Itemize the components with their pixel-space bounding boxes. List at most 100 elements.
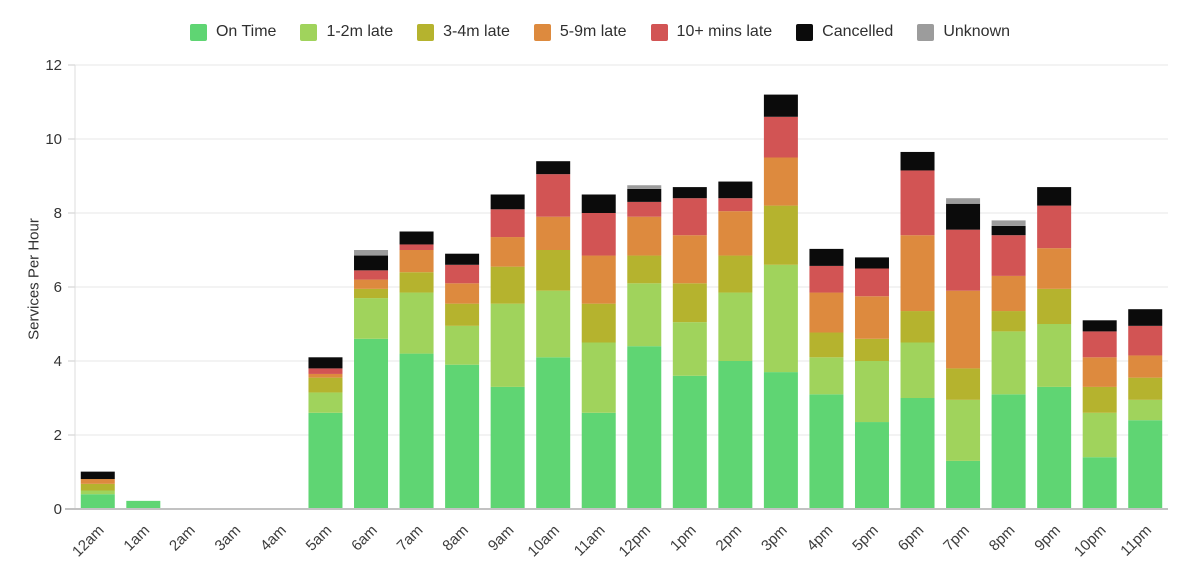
bar-segment-5-9m-late-6am[interactable] xyxy=(354,279,389,289)
bar-segment-10-mins-late-8am[interactable] xyxy=(445,264,480,284)
bar-segment-on-time-6pm[interactable] xyxy=(900,398,935,509)
bar-segment-3-4m-late-12pm[interactable] xyxy=(627,255,662,284)
bar-segment-3-4m-late-7pm[interactable] xyxy=(946,368,981,400)
bar-segment-5-9m-late-8pm[interactable] xyxy=(991,275,1026,312)
bar-segment-3-4m-late-10am[interactable] xyxy=(536,250,571,291)
bar-segment-1-2m-late-5am[interactable] xyxy=(308,392,343,413)
bar-segment-cancelled-6am[interactable] xyxy=(354,255,389,271)
bar-segment-cancelled-10am[interactable] xyxy=(536,161,571,175)
bar-segment-5-9m-late-7pm[interactable] xyxy=(946,290,981,369)
bar-segment-3-4m-late-4pm[interactable] xyxy=(809,332,844,358)
bar-segment-3-4m-late-6pm[interactable] xyxy=(900,311,935,343)
bar-segment-1-2m-late-6pm[interactable] xyxy=(900,342,935,399)
bar-segment-3-4m-late-2pm[interactable] xyxy=(718,255,753,293)
legend-item-3-4m-late[interactable]: 3-4m late xyxy=(417,23,510,41)
bar-segment-1-2m-late-9am[interactable] xyxy=(490,303,525,387)
bar-segment-on-time-5pm[interactable] xyxy=(854,422,889,509)
bar-segment-on-time-12pm[interactable] xyxy=(627,346,662,509)
bar-segment-1-2m-late-2pm[interactable] xyxy=(718,292,753,361)
legend-item-10-mins-late[interactable]: 10+ mins late xyxy=(650,23,772,41)
bar-segment-3-4m-late-9pm[interactable] xyxy=(1037,288,1072,324)
bar-segment-5-9m-late-9am[interactable] xyxy=(490,237,525,267)
bar-segment-3-4m-late-6am[interactable] xyxy=(354,288,389,299)
bar-segment-10-mins-late-2pm[interactable] xyxy=(718,198,753,212)
bar-segment-unknown-7pm[interactable] xyxy=(946,198,981,204)
bar-segment-5-9m-late-9pm[interactable] xyxy=(1037,248,1072,289)
bar-segment-on-time-3pm[interactable] xyxy=(763,372,798,509)
bar-segment-3-4m-late-8am[interactable] xyxy=(445,303,480,326)
bar-segment-cancelled-12pm[interactable] xyxy=(627,188,662,202)
bar-segment-10-mins-late-8pm[interactable] xyxy=(991,235,1026,276)
bar-segment-on-time-10pm[interactable] xyxy=(1082,457,1117,509)
bar-segment-1-2m-late-12am[interactable] xyxy=(80,490,115,495)
bar-segment-3-4m-late-10pm[interactable] xyxy=(1082,386,1117,413)
bar-segment-1-2m-late-8am[interactable] xyxy=(445,325,480,365)
bar-segment-10-mins-late-7pm[interactable] xyxy=(946,229,981,291)
bar-segment-cancelled-8pm[interactable] xyxy=(991,225,1026,236)
bar-segment-5-9m-late-2pm[interactable] xyxy=(718,211,753,256)
bar-segment-10-mins-late-3pm[interactable] xyxy=(763,116,798,158)
bar-segment-5-9m-late-5pm[interactable] xyxy=(854,296,889,339)
bar-segment-5-9m-late-11am[interactable] xyxy=(581,255,616,304)
bar-segment-5-9m-late-3pm[interactable] xyxy=(763,157,798,206)
bar-segment-5-9m-late-10pm[interactable] xyxy=(1082,357,1117,387)
bar-segment-10-mins-late-5am[interactable] xyxy=(308,368,343,374)
legend-item-cancelled[interactable]: Cancelled xyxy=(796,23,893,41)
bar-segment-3-4m-late-1pm[interactable] xyxy=(672,283,707,323)
bar-segment-on-time-8pm[interactable] xyxy=(991,394,1026,509)
bar-segment-10-mins-late-4pm[interactable] xyxy=(809,265,844,293)
bar-segment-5-9m-late-12am[interactable] xyxy=(80,479,115,484)
bar-segment-cancelled-4pm[interactable] xyxy=(809,248,844,266)
bar-segment-10-mins-late-9pm[interactable] xyxy=(1037,205,1072,249)
bar-segment-5-9m-late-10am[interactable] xyxy=(536,216,571,250)
bar-segment-cancelled-11pm[interactable] xyxy=(1128,309,1163,326)
bar-segment-10-mins-late-10pm[interactable] xyxy=(1082,331,1117,358)
bar-segment-unknown-6am[interactable] xyxy=(354,250,389,256)
bar-segment-on-time-7pm[interactable] xyxy=(946,460,981,509)
bar-segment-cancelled-1pm[interactable] xyxy=(672,187,707,199)
bar-segment-10-mins-late-10am[interactable] xyxy=(536,174,571,217)
bar-segment-1-2m-late-1pm[interactable] xyxy=(672,322,707,376)
bar-segment-cancelled-7am[interactable] xyxy=(399,231,434,245)
bar-segment-3-4m-late-9am[interactable] xyxy=(490,266,525,304)
bar-segment-on-time-7am[interactable] xyxy=(399,353,434,509)
bar-segment-5-9m-late-8am[interactable] xyxy=(445,283,480,304)
bar-segment-on-time-1am[interactable] xyxy=(126,500,161,509)
bar-segment-10-mins-late-5pm[interactable] xyxy=(854,268,889,297)
bar-segment-1-2m-late-7pm[interactable] xyxy=(946,399,981,461)
bar-segment-cancelled-5pm[interactable] xyxy=(854,257,889,269)
bar-segment-cancelled-10pm[interactable] xyxy=(1082,320,1117,332)
bar-segment-10-mins-late-1pm[interactable] xyxy=(672,198,707,236)
bar-segment-10-mins-late-11am[interactable] xyxy=(581,213,616,256)
bar-segment-on-time-9am[interactable] xyxy=(490,386,525,509)
bar-segment-3-4m-late-7am[interactable] xyxy=(399,272,434,293)
bar-segment-on-time-11am[interactable] xyxy=(581,412,616,509)
bar-segment-10-mins-late-6pm[interactable] xyxy=(900,170,935,236)
bar-segment-1-2m-late-5pm[interactable] xyxy=(854,361,889,423)
bar-segment-on-time-8am[interactable] xyxy=(445,364,480,509)
bar-segment-10-mins-late-12pm[interactable] xyxy=(627,201,662,217)
bar-segment-on-time-4pm[interactable] xyxy=(809,394,844,509)
bar-segment-1-2m-late-8pm[interactable] xyxy=(991,331,1026,395)
bar-segment-on-time-10am[interactable] xyxy=(536,357,571,509)
bar-segment-10-mins-late-7am[interactable] xyxy=(399,244,434,250)
bar-segment-10-mins-late-11pm[interactable] xyxy=(1128,325,1163,356)
bar-segment-3-4m-late-12am[interactable] xyxy=(80,483,115,491)
bar-segment-5-9m-late-7am[interactable] xyxy=(399,250,434,273)
legend-item-on-time[interactable]: On Time xyxy=(189,23,276,41)
bar-segment-unknown-12pm[interactable] xyxy=(627,185,662,189)
legend-item-5-9m-late[interactable]: 5-9m late xyxy=(533,23,627,41)
bar-segment-1-2m-late-3pm[interactable] xyxy=(763,264,798,373)
bar-segment-1-2m-late-10am[interactable] xyxy=(536,290,571,358)
bar-segment-cancelled-9am[interactable] xyxy=(490,194,525,210)
bar-segment-5-9m-late-11pm[interactable] xyxy=(1128,355,1163,378)
bar-segment-1-2m-late-9pm[interactable] xyxy=(1037,324,1072,387)
bar-segment-on-time-9pm[interactable] xyxy=(1037,386,1072,509)
legend-item-unknown[interactable]: Unknown xyxy=(917,23,1010,41)
bar-segment-5-9m-late-4pm[interactable] xyxy=(809,292,844,333)
bar-segment-3-4m-late-5am[interactable] xyxy=(308,377,343,393)
bar-segment-5-9m-late-6pm[interactable] xyxy=(900,235,935,312)
bar-segment-3-4m-late-8pm[interactable] xyxy=(991,311,1026,332)
bar-segment-1-2m-late-4pm[interactable] xyxy=(809,357,844,395)
bar-segment-on-time-1pm[interactable] xyxy=(672,375,707,509)
